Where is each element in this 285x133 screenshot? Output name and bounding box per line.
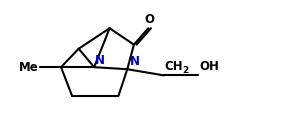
Text: Me: Me	[19, 61, 39, 74]
Text: N: N	[129, 55, 139, 68]
Text: CH: CH	[164, 60, 183, 73]
Text: OH: OH	[199, 60, 219, 73]
Text: O: O	[144, 13, 154, 26]
Text: N: N	[95, 54, 105, 67]
Text: 2: 2	[182, 66, 188, 75]
